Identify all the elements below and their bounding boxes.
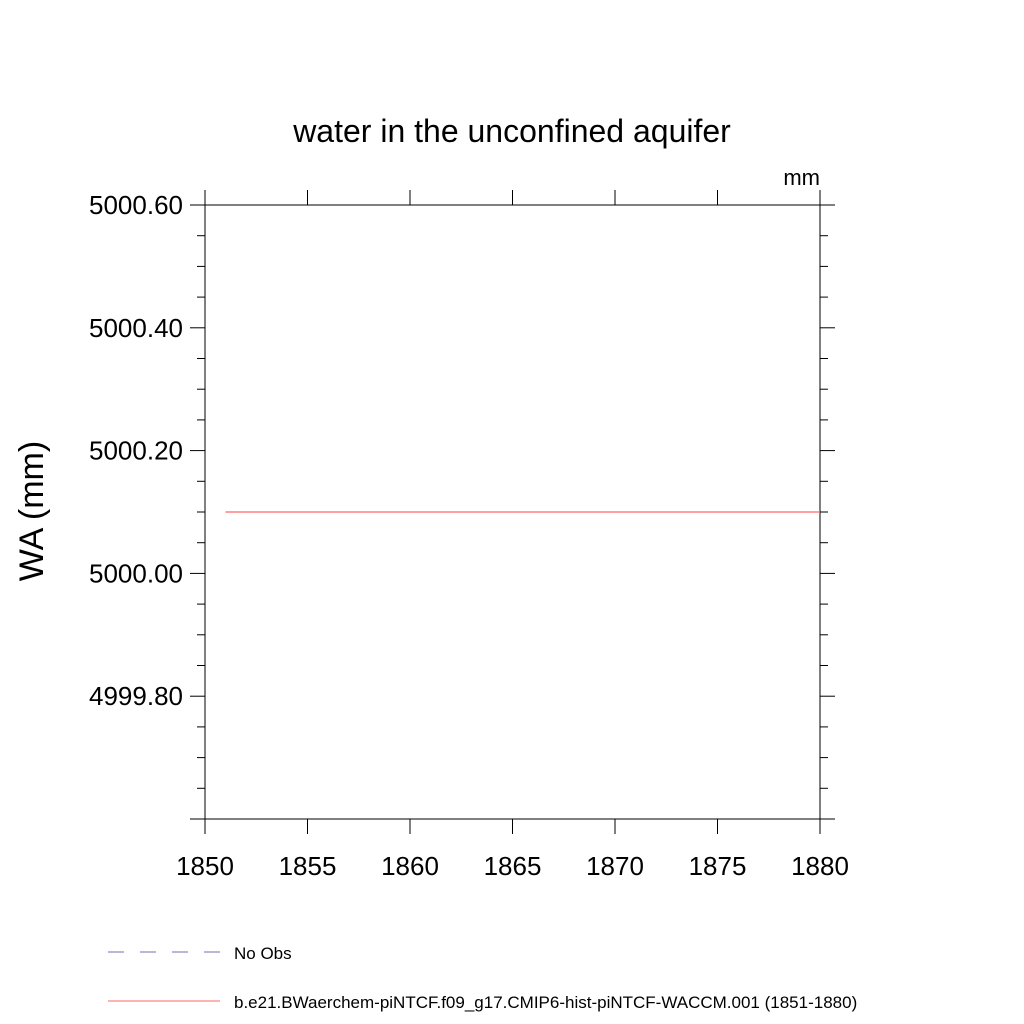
y-tick-label: 5000.20 [89, 436, 183, 466]
legend: No Obs b.e21.BWaerchem-piNTCF.f09_g17.CMI… [108, 944, 857, 1012]
legend-label: No Obs [234, 944, 292, 963]
y-ticks: 4999.80 5000.00 5000.20 5000.40 5000.60 [89, 190, 835, 820]
x-tick-label: 1880 [791, 851, 849, 881]
x-tick-label: 1875 [689, 851, 747, 881]
x-tick-label: 1865 [484, 851, 542, 881]
chart-title: water in the unconfined aquifer [292, 113, 731, 149]
y-axis-label: WA (mm) [13, 441, 51, 581]
y-tick-label: 4999.80 [89, 681, 183, 711]
x-ticks: 1850 1855 1860 1865 1870 1875 1880 [176, 190, 849, 881]
legend-label: b.e21.BWaerchem-piNTCF.f09_g17.CMIP6-his… [234, 993, 857, 1012]
y-tick-label: 5000.00 [89, 558, 183, 588]
units-label: mm [783, 165, 820, 190]
x-tick-label: 1860 [381, 851, 439, 881]
y-tick-label: 5000.60 [89, 190, 183, 220]
x-tick-label: 1850 [176, 851, 234, 881]
x-tick-label: 1870 [586, 851, 644, 881]
y-tick-label: 5000.40 [89, 313, 183, 343]
x-tick-label: 1855 [279, 851, 337, 881]
